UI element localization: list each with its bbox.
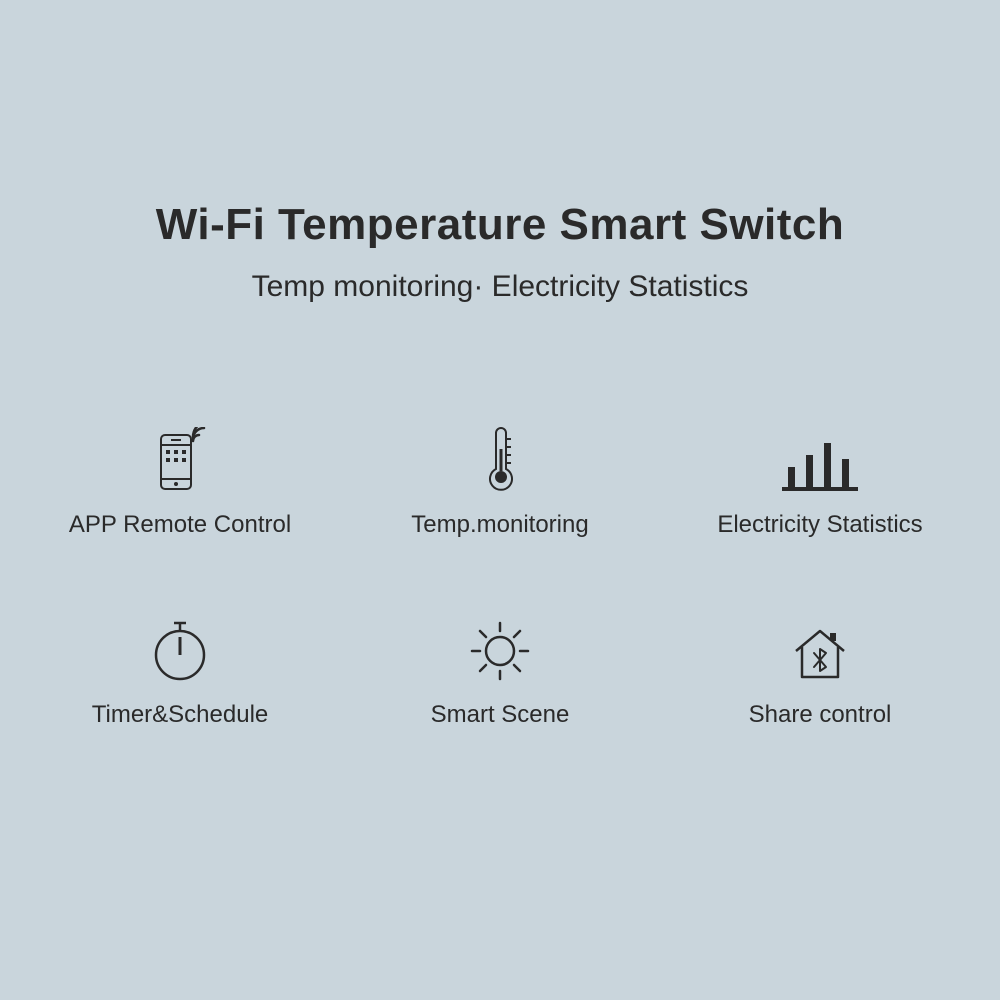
feature-label: Electricity Statistics	[717, 511, 922, 539]
feature-label: Smart Scene	[431, 701, 570, 729]
feature-timer-schedule: Timer&Schedule	[35, 569, 325, 729]
page-subtitle: Temp monitoring· Electricity Statistics	[252, 270, 749, 304]
bar-chart-icon	[782, 423, 858, 493]
feature-label: Timer&Schedule	[92, 701, 269, 729]
feature-label: APP Remote Control	[69, 511, 291, 539]
feature-electricity-stats: Electricity Statistics	[675, 379, 965, 539]
feature-share-control: Share control	[675, 569, 965, 729]
house-bluetooth-icon	[788, 613, 852, 683]
feature-temp-monitoring: Temp.monitoring	[355, 379, 645, 539]
stopwatch-icon	[150, 613, 210, 683]
phone-wifi-icon	[145, 423, 215, 493]
page-title: Wi-Fi Temperature Smart Switch	[156, 200, 845, 250]
feature-app-remote: APP Remote Control	[35, 379, 325, 539]
thermometer-icon	[480, 423, 520, 493]
feature-grid: APP Remote Control Temp.monitoring	[35, 379, 965, 729]
feature-label: Temp.monitoring	[411, 511, 588, 539]
sun-icon	[468, 613, 532, 683]
feature-label: Share control	[749, 701, 892, 729]
feature-smart-scene: Smart Scene	[355, 569, 645, 729]
